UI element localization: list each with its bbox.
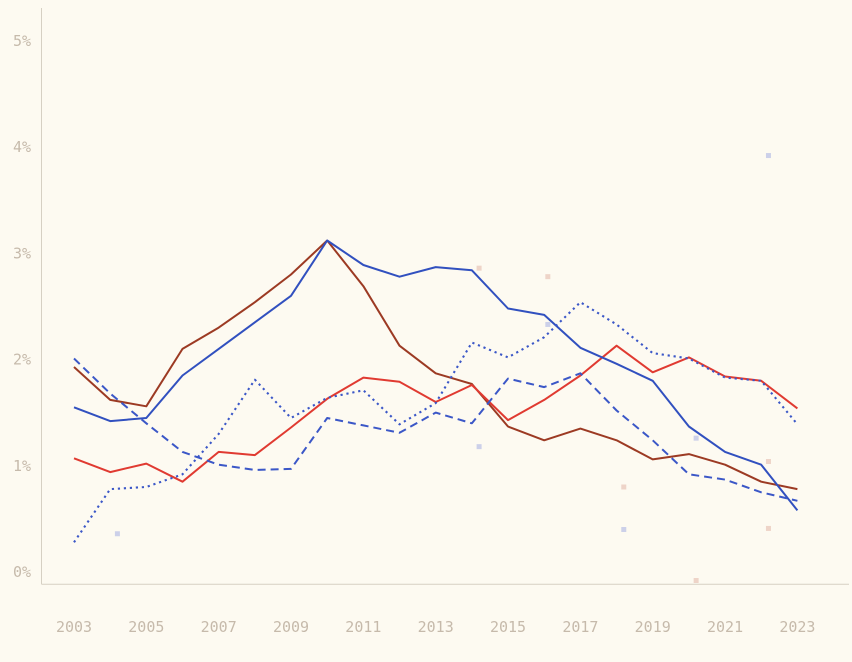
lavender-square-marker	[765, 153, 771, 159]
lavender-square-marker	[476, 444, 482, 450]
x-tick-label-2011: 2011	[345, 618, 381, 636]
x-tick-label-2017: 2017	[562, 618, 598, 636]
x-tick-label-2003: 2003	[56, 618, 92, 636]
blue-solid-line	[73, 239, 799, 512]
blue-dashed-line	[73, 357, 798, 502]
lavender-square-marker	[693, 435, 699, 441]
dark-red-solid-line	[73, 239, 798, 491]
pink-square-marker	[765, 459, 771, 465]
y-tick-label-0: 0%	[13, 563, 31, 581]
y-tick-label-1: 1%	[13, 457, 31, 475]
y-tick-label-2: 2%	[13, 351, 31, 369]
y-tick-label-3: 3%	[13, 244, 31, 262]
lavender-square-marker	[114, 531, 120, 537]
x-tick-label-2013: 2013	[418, 618, 454, 636]
pink-square-marker	[765, 525, 771, 531]
lavender-square-marker	[621, 527, 627, 533]
y-tick-label-4: 4%	[13, 138, 31, 156]
x-tick-label-2009: 2009	[273, 618, 309, 636]
x-tick-label-2005: 2005	[128, 618, 164, 636]
pink-square-marker	[621, 484, 627, 490]
lavender-square-marker	[545, 321, 551, 327]
pink-square-marker	[476, 265, 482, 271]
x-tick-label-2007: 2007	[201, 618, 237, 636]
x-tick-label-2023: 2023	[779, 618, 815, 636]
blue-dotted-line	[73, 301, 799, 543]
pink-square-marker	[693, 577, 699, 583]
pink-square-marker	[545, 274, 551, 280]
x-tick-label-2015: 2015	[490, 618, 526, 636]
x-tick-label-2021: 2021	[707, 618, 743, 636]
y-tick-label-5: 5%	[13, 32, 31, 50]
x-tick-label-2019: 2019	[635, 618, 671, 636]
